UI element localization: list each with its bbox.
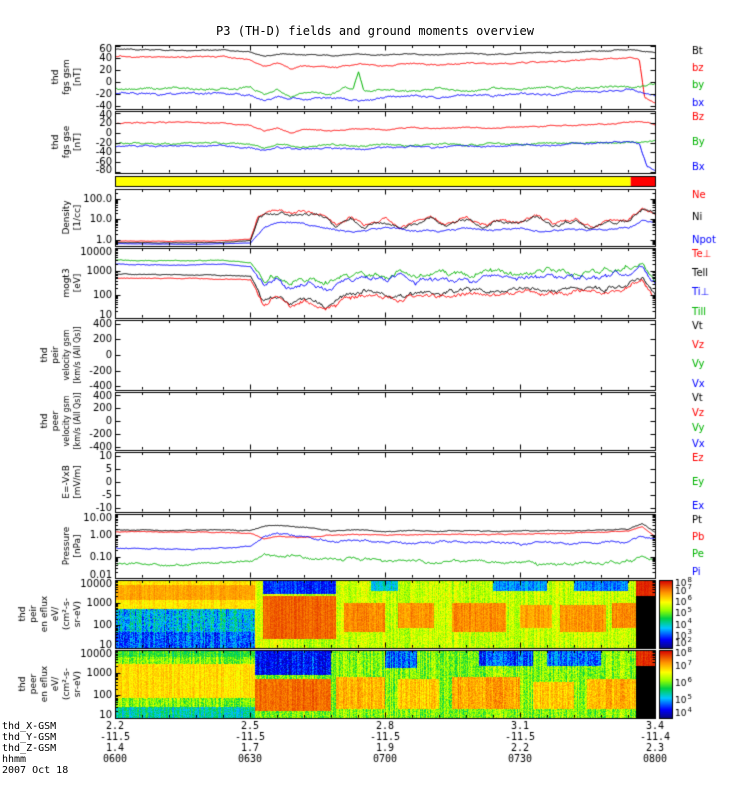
overview-plot: P3 (TH-D) fields and ground moments over…	[0, 0, 750, 800]
plot-canvas	[0, 0, 750, 800]
